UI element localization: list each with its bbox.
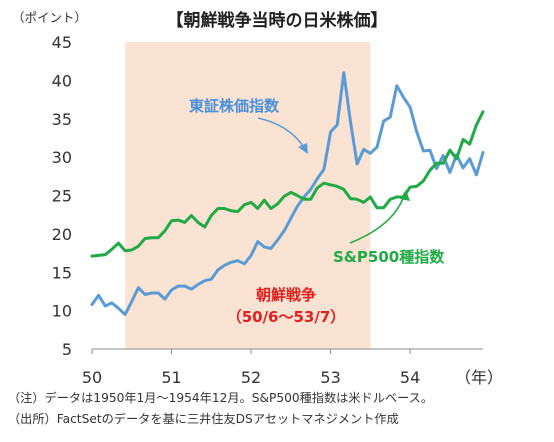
x-tick-label: 52	[241, 368, 261, 387]
y-tick-label: 30	[52, 148, 72, 167]
y-tick-label: 35	[52, 110, 72, 129]
y-axis: 5 10 15 20 25 30 35 40 45	[52, 33, 72, 359]
sp500-index-line	[90, 110, 485, 258]
x-axis: 50 51 52 53 54	[82, 348, 483, 387]
footnote-source: （出所）FactSetのデータを基に三井住友DSアセットマネジメント作成	[8, 412, 399, 426]
tse-series-label: 東証株価指数	[189, 97, 280, 115]
war-label-line1: 朝鮮戦争	[256, 286, 316, 304]
x-unit-label: （年）	[455, 368, 503, 387]
y-tick-label: 45	[52, 33, 72, 52]
x-tick-label: 53	[320, 368, 340, 387]
y-tick-label: 40	[52, 71, 72, 90]
x-tick-label: 51	[161, 368, 181, 387]
x-tick-label: 54	[400, 368, 420, 387]
footnote-note: （注）データは1950年1月～1954年12月。S&P500種指数は米ドルベース…	[8, 391, 434, 405]
y-tick-label: 15	[52, 263, 72, 282]
y-tick-label: 25	[52, 187, 72, 206]
korean-war-shaded-period	[125, 42, 371, 349]
sp500-pointer-arrow	[349, 190, 410, 244]
tse-index-line	[90, 71, 485, 316]
y-tick-label: 5	[62, 340, 72, 359]
y-tick-label: 10	[52, 302, 72, 321]
y-unit-label: （ポイント）	[12, 10, 87, 25]
tse-pointer-arrow	[257, 117, 308, 154]
sp500-series-label: S&P500種指数	[333, 248, 445, 266]
chart-title: 【朝鮮戦争当時の日米株価】	[167, 10, 388, 31]
y-tick-label: 20	[52, 225, 72, 244]
series-layer	[90, 71, 485, 316]
war-label-line2: （50/6～53/7）	[227, 308, 346, 326]
x-tick-label: 50	[82, 368, 102, 387]
